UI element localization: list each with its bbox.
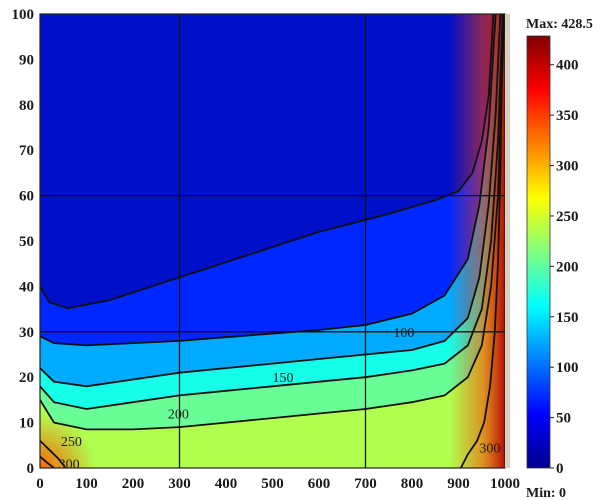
contour-line: [40, 14, 497, 347]
contour-label: 300: [59, 457, 80, 472]
grid-lines: [40, 14, 505, 468]
colorbar-min-label: Min: 0: [526, 486, 566, 500]
colorbar-tick-label: 400: [556, 58, 579, 74]
x-tick-label: 500: [261, 476, 284, 492]
x-tick-label: 0: [36, 476, 44, 492]
x-tick-label: 700: [354, 476, 377, 492]
field-hot-edge: [449, 14, 505, 468]
contour-label: 300: [479, 442, 500, 457]
plot-area: 100 150 200 250 300 300: [39, 13, 510, 472]
colorbar-tick-label: 200: [556, 259, 579, 275]
y-tick-label: 100: [12, 7, 35, 23]
colorbar-tick-label: 350: [556, 108, 579, 124]
y-tick-label: 90: [19, 52, 34, 68]
contour-line: [40, 14, 505, 431]
x-tick-label: 600: [308, 476, 331, 492]
right-edge-strip: [505, 14, 510, 468]
y-tick-label: 40: [19, 279, 34, 295]
x-tick-label: 300: [168, 476, 191, 492]
contour-label: 100: [393, 326, 414, 341]
x-tick-label: 900: [447, 476, 470, 492]
contour-label: 250: [61, 435, 82, 450]
colorbar-max-label: Max: 428.5: [526, 17, 593, 32]
contour-label: 200: [168, 408, 189, 423]
y-tick-label: 10: [19, 416, 34, 432]
colorbar-tick-label: 50: [556, 411, 571, 427]
contour-label: 150: [273, 371, 294, 386]
y-tick-label: 20: [19, 370, 34, 386]
contour-line: [459, 14, 504, 468]
x-tick-label: 100: [75, 476, 98, 492]
field-hot-corner: [40, 14, 505, 468]
y-tick-label: 30: [19, 325, 34, 341]
contour-line: [40, 440, 67, 468]
y-tick-label: 60: [19, 189, 34, 205]
colorbar-gradient: [526, 35, 551, 469]
y-tick-label: 50: [19, 234, 34, 250]
contour-line: [40, 14, 502, 388]
x-tick-label: 200: [122, 476, 145, 492]
colorbar-ticks: 0 50 100 150 200 250 300 350 400: [550, 58, 579, 477]
colorbar-tick-label: 0: [556, 461, 564, 477]
contour-line: [40, 455, 55, 468]
y-tick-label: 70: [19, 143, 34, 159]
colorbar: 0 50 100 150 200 250 300 350 400 Max: 428.5 Min:…: [526, 17, 593, 500]
colorbar-tick-label: 300: [556, 159, 579, 175]
x-tick-label: 800: [401, 476, 424, 492]
colorbar-tick-label: 250: [556, 209, 579, 225]
contour-lines: 100 150 200 250 300 300: [40, 14, 505, 472]
colorbar-tick-label: 100: [556, 360, 579, 376]
y-tick-label: 0: [27, 461, 35, 477]
y-tick-label: 80: [19, 98, 34, 114]
x-axis-ticks: 0 100 200 300 400 500 600 700 800 900 1000: [36, 476, 520, 492]
contour-line: [40, 14, 504, 410]
colorbar-tick-label: 150: [556, 310, 579, 326]
contour-line: [40, 14, 495, 310]
x-tick-label: 1000: [490, 476, 520, 492]
x-tick-label: 400: [215, 476, 238, 492]
y-axis-ticks: 0 10 20 30 40 50 60 70 80 90 100: [12, 7, 35, 477]
